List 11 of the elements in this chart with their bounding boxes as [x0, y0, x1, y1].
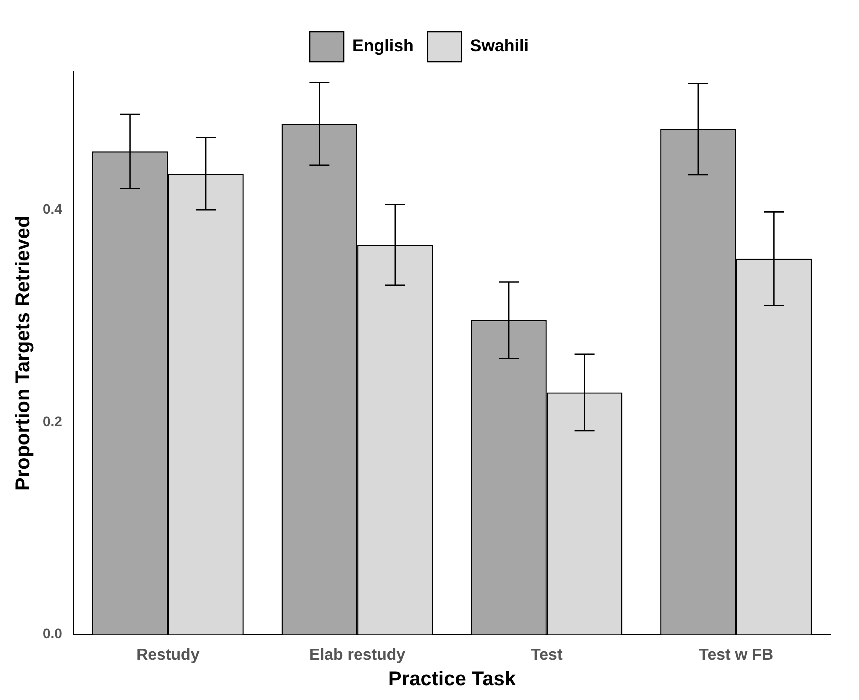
y-axis-title: Proportion Targets Retrieved	[12, 216, 35, 492]
x-tick-label: Elab restudy	[310, 646, 406, 664]
y-tick-label: 0.2	[42, 413, 63, 430]
x-tick-label: Restudy	[136, 646, 200, 664]
legend-label: English	[352, 36, 414, 56]
x-tick-label: Test w FB	[699, 646, 774, 664]
x-tick-label: Test	[531, 646, 564, 664]
legend-label: Swahili	[470, 36, 529, 56]
x-axis-title: Practice Task	[388, 668, 517, 691]
y-tick-label: 0.4	[42, 200, 63, 217]
y-tick-label: 0.0	[42, 626, 63, 642]
